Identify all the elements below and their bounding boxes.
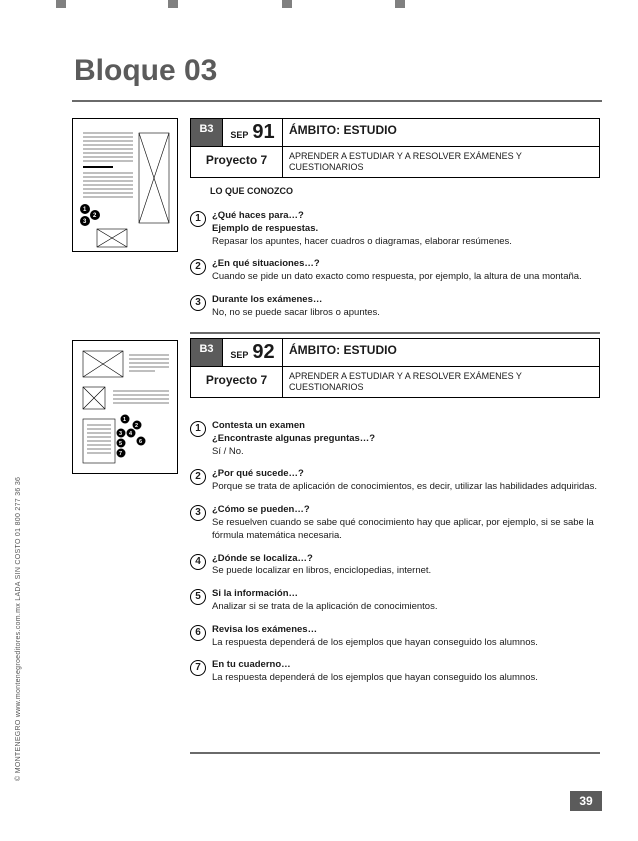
item-answer: Sí / No. [212, 446, 244, 457]
title-underline [72, 100, 602, 102]
item-question: ¿Dónde se localiza…? [212, 553, 313, 564]
item-number: 2 [190, 469, 206, 485]
item-question: ¿Qué haces para…? [212, 210, 304, 221]
svg-text:5: 5 [119, 441, 122, 447]
list-item: 6 Revisa los exámenes… La respuesta depe… [190, 624, 600, 650]
section-subtitle-1: LO QUE CONOZCO [210, 186, 293, 196]
list-item: 4 ¿Dónde se localiza…? Se puede localiza… [190, 553, 600, 579]
item-answer: Analizar si se trata de la aplicación de… [212, 601, 437, 612]
item-answer: Repasar los apuntes, hacer cuadros o dia… [212, 236, 512, 247]
section-divider [190, 752, 600, 754]
list-item: 3 ¿Cómo se pueden…? Se resuelven cuando … [190, 504, 600, 542]
item-number: 7 [190, 660, 206, 676]
item-question: ¿Encontraste algunas preguntas…? [212, 433, 375, 444]
sep-number: 92 [252, 341, 274, 364]
item-number: 3 [190, 505, 206, 521]
page-thumbnail-2: 1 2 3 4 5 6 7 [72, 340, 178, 474]
item-answer: La respuesta dependerá de los ejemplos q… [212, 637, 538, 648]
ambito-label: ÁMBITO: ESTUDIO [283, 339, 599, 366]
item-number: 6 [190, 625, 206, 641]
list-item: 7 En tu cuaderno… La respuesta dependerá… [190, 659, 600, 685]
item-question: Revisa los exámenes… [212, 624, 317, 635]
question-list-1: 1 ¿Qué haces para…? Ejemplo de respuesta… [190, 210, 600, 330]
crop-marks [0, 0, 638, 18]
block-badge: B3 [191, 119, 223, 146]
item-answer: La respuesta dependerá de los ejemplos q… [212, 672, 538, 683]
item-answer: No, no se puede sacar libros o apuntes. [212, 307, 380, 318]
page-number: 39 [570, 791, 602, 811]
item-question: ¿Por qué sucede…? [212, 468, 304, 479]
item-number: 5 [190, 589, 206, 605]
item-answer: Porque se trata de aplicación de conocim… [212, 481, 597, 492]
item-number: 1 [190, 421, 206, 437]
proyecto-desc: APRENDER A ESTUDIAR Y A RESOLVER EXÁMENE… [283, 367, 599, 397]
list-item: 5 Si la información… Analizar si se trat… [190, 588, 600, 614]
item-sub: Ejemplo de respuestas. [212, 223, 318, 234]
item-number: 4 [190, 554, 206, 570]
section-subtitle-2: Contesta un examen [212, 420, 305, 431]
svg-text:1: 1 [123, 417, 126, 423]
sep-cell: SEP 92 [223, 339, 283, 366]
section-divider [190, 332, 600, 334]
svg-text:6: 6 [139, 439, 142, 445]
item-number: 1 [190, 211, 206, 227]
sep-cell: SEP 91 [223, 119, 283, 146]
ambito-label: ÁMBITO: ESTUDIO [283, 119, 599, 146]
item-question: Durante los exámenes… [212, 294, 322, 305]
list-item: 2 ¿Por qué sucede…? Porque se trata de a… [190, 468, 600, 494]
svg-text:3: 3 [119, 431, 122, 437]
proyecto-label: Proyecto 7 [191, 147, 283, 177]
block-badge: B3 [191, 339, 223, 366]
proyecto-label: Proyecto 7 [191, 367, 283, 397]
proyecto-desc: APRENDER A ESTUDIAR Y A RESOLVER EXÁMENE… [283, 147, 599, 177]
sep-label: SEP [230, 130, 248, 140]
section-header-2: B3 SEP 92 ÁMBITO: ESTUDIO Proyecto 7 APR… [190, 338, 600, 398]
list-item: 3 Durante los exámenes… No, no se puede … [190, 294, 600, 320]
svg-text:2: 2 [135, 423, 138, 429]
item-number: 3 [190, 295, 206, 311]
item-question: ¿En qué situaciones…? [212, 258, 320, 269]
list-item: 1 ¿Qué haces para…? Ejemplo de respuesta… [190, 210, 600, 248]
item-question: ¿Cómo se pueden…? [212, 504, 310, 515]
sep-label: SEP [230, 350, 248, 360]
item-question: Si la información… [212, 588, 298, 599]
item-answer: Cuando se pide un dato exacto como respu… [212, 271, 582, 282]
section-header-1: B3 SEP 91 ÁMBITO: ESTUDIO Proyecto 7 APR… [190, 118, 600, 178]
page-thumbnail-1: 1 2 3 [72, 118, 178, 252]
copyright-text: © MONTENEGRO www.montenegroeditores.com.… [15, 477, 22, 781]
list-item: 2 ¿En qué situaciones…? Cuando se pide u… [190, 258, 600, 284]
question-list-2: 1 Contesta un examen ¿Encontraste alguna… [190, 420, 600, 695]
item-answer: Se puede localizar en libros, encicloped… [212, 565, 431, 576]
item-answer: Se resuelven cuando se sabe qué conocimi… [212, 517, 594, 541]
item-question: En tu cuaderno… [212, 659, 291, 670]
sep-number: 91 [252, 121, 274, 144]
svg-text:7: 7 [119, 451, 122, 457]
page-title: Bloque 03 [74, 54, 217, 88]
item-number: 2 [190, 259, 206, 275]
list-item: 1 Contesta un examen ¿Encontraste alguna… [190, 420, 600, 458]
